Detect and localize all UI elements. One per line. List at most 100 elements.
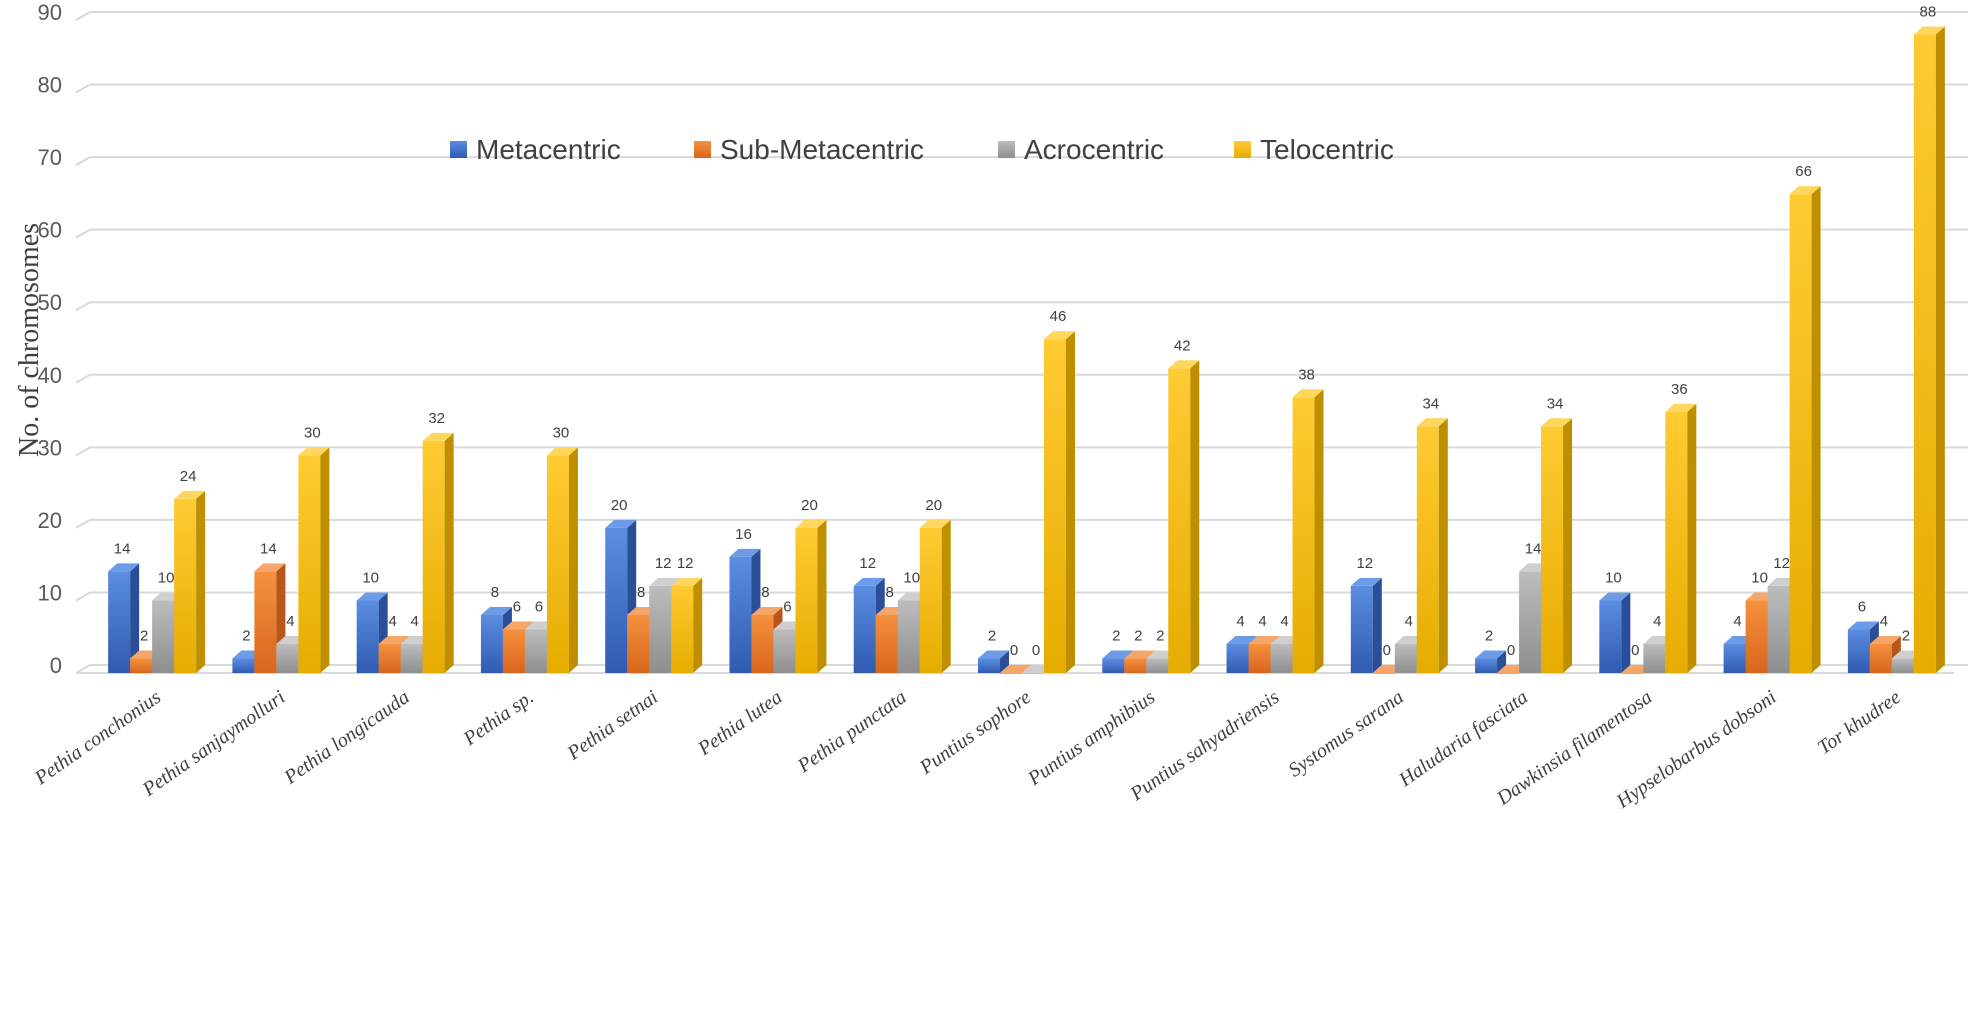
x-tick-label: Pethia lutea <box>693 686 786 760</box>
data-label: 4 <box>286 613 294 630</box>
bar-front <box>795 527 818 673</box>
data-label: 8 <box>886 584 894 601</box>
bar-front <box>254 571 277 673</box>
bar-side <box>1497 650 1507 673</box>
bar-front <box>298 455 321 673</box>
bar-top <box>1044 331 1075 340</box>
bar-side <box>693 577 703 673</box>
bar-side <box>196 490 206 673</box>
bar-telocentric-8 <box>1168 360 1200 673</box>
bar-top <box>1292 389 1324 398</box>
bar-front <box>524 629 547 673</box>
bar-side <box>1066 331 1075 673</box>
bar-front <box>1416 426 1439 673</box>
bar-front <box>108 571 131 673</box>
legend-item-metacentric: Metacentric <box>450 134 621 165</box>
gridline-depth <box>75 83 91 94</box>
gridline-depth <box>75 591 91 602</box>
bar-front <box>502 629 525 673</box>
bar-front <box>1599 600 1622 673</box>
bar-front <box>1168 368 1191 673</box>
data-label: 10 <box>1751 569 1768 586</box>
bar-front <box>605 527 628 673</box>
bar-side <box>1687 403 1697 673</box>
data-label: 30 <box>553 424 570 441</box>
gridline-depth <box>75 664 91 674</box>
gridline-depth <box>75 156 91 166</box>
data-label: 36 <box>1671 381 1688 398</box>
y-axis-ticks: 0 10 20 30 40 50 60 70 80 90 <box>38 0 62 678</box>
data-label: 4 <box>1405 613 1413 630</box>
legend-label: Metacentric <box>476 134 621 165</box>
data-label: 4 <box>1258 613 1266 630</box>
bar-top <box>1869 635 1901 644</box>
data-label: 8 <box>491 584 499 601</box>
bar-metacentric-10 <box>1350 577 1382 673</box>
legend-swatch <box>450 141 467 158</box>
bar-front <box>919 527 942 673</box>
bar-top <box>1350 577 1382 586</box>
bar-telocentric-1 <box>298 447 330 673</box>
data-label: 6 <box>783 598 791 615</box>
y-tick-label: 60 <box>38 218 62 243</box>
data-label: 0 <box>1032 642 1040 659</box>
bar-front <box>1350 585 1373 673</box>
bar-front <box>1519 571 1542 673</box>
legend-swatch <box>694 141 711 158</box>
data-label: 4 <box>1236 613 1244 630</box>
data-label: 2 <box>1485 627 1493 644</box>
data-label: 32 <box>428 410 445 427</box>
bar-front <box>978 658 1000 673</box>
bar-top <box>671 577 703 586</box>
data-label: 12 <box>859 555 876 572</box>
data-label: 2 <box>140 627 148 644</box>
bar-top <box>649 577 681 586</box>
bar-side <box>320 447 330 673</box>
y-tick-label: 50 <box>38 290 62 315</box>
bar-metacentric-12 <box>1599 592 1631 673</box>
bar-front <box>174 498 197 673</box>
x-tick-label: Pethia conchonius <box>30 686 165 790</box>
bar-front <box>1745 600 1768 673</box>
data-label: 66 <box>1795 163 1812 180</box>
bar-top <box>605 519 637 528</box>
x-tick-label: Puntius sophore <box>915 686 1035 779</box>
bar-front <box>875 614 898 673</box>
data-label: 46 <box>1050 308 1067 325</box>
data-label: 34 <box>1547 395 1564 412</box>
bar-top <box>1168 360 1200 369</box>
data-label: 0 <box>1383 642 1391 659</box>
y-tick-label: 10 <box>38 580 62 605</box>
data-label: 14 <box>1525 540 1542 557</box>
bar-front <box>1226 643 1249 673</box>
y-tick-label: 30 <box>38 435 62 460</box>
bar-top <box>502 621 534 630</box>
bar-top <box>422 432 454 441</box>
bar-front <box>1767 585 1790 673</box>
bar-telocentric-10 <box>1416 418 1448 673</box>
legend-item-acrocentric: Acrocentric <box>998 134 1164 165</box>
data-label: 12 <box>1356 555 1373 572</box>
bar-top <box>1102 650 1134 659</box>
gridline-depth <box>75 519 91 529</box>
bar-front <box>1789 194 1812 673</box>
bar-front <box>1621 673 1644 674</box>
data-label: 34 <box>1422 395 1439 412</box>
data-label: 4 <box>1653 613 1661 630</box>
x-tick-label: Systomus sarana <box>1284 686 1407 781</box>
bar-side <box>1000 650 1009 673</box>
y-axis-title: No. of chromosomes <box>14 223 45 457</box>
bar-telocentric-6 <box>919 519 951 673</box>
data-label: 42 <box>1174 337 1191 354</box>
data-label: 2 <box>988 627 996 644</box>
bar-side <box>444 432 454 673</box>
data-label: 20 <box>611 497 628 514</box>
data-label: 20 <box>925 497 942 514</box>
x-tick-label: Puntius amphibius <box>1023 686 1159 790</box>
bar-front <box>378 643 401 673</box>
bar-front <box>1723 643 1746 673</box>
bar-top <box>1541 418 1573 427</box>
legend-label: Telocentric <box>1260 134 1394 165</box>
bar-side <box>1935 26 1945 674</box>
data-label: 20 <box>801 497 818 514</box>
